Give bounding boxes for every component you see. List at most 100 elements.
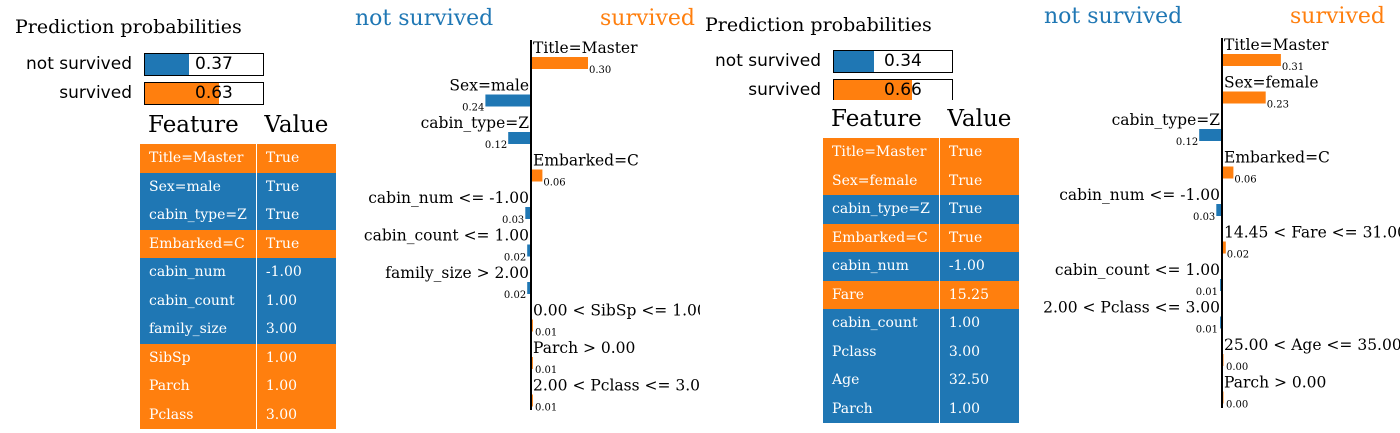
value-label: 0.31 <box>1282 62 1304 73</box>
value-cell: True <box>938 223 1020 252</box>
feature-cell: Sex=male <box>149 178 221 195</box>
feature-header: Feature <box>140 106 257 144</box>
feature-value-table: Feature Value Title=Master True Sex=female… <box>823 100 1020 423</box>
value-label: 0.01 <box>535 328 557 339</box>
feature-cell: Fare <box>832 286 865 303</box>
value-label: 0.00 <box>1226 362 1248 373</box>
bar <box>525 207 531 219</box>
feature-label: Parch > 0.00 <box>1224 374 1326 392</box>
prob-label: not survived <box>26 54 132 74</box>
feature-cell: Pclass <box>832 343 877 360</box>
prediction-panel-2: Prediction probabilities not survived 0.… <box>700 0 1400 433</box>
bar <box>1216 204 1222 216</box>
bar <box>1222 91 1266 104</box>
prob-bar <box>834 51 875 72</box>
value-cell: -1.00 <box>938 252 1020 281</box>
table-row: cabin_count 1.00 <box>140 286 337 315</box>
value-label: 0.01 <box>1196 287 1218 298</box>
value-cell: True <box>255 201 337 230</box>
bar <box>1222 166 1234 179</box>
value-label: 0.02 <box>504 253 526 264</box>
table-body: Title=Master True Sex=male True cabin_type=Z… <box>140 144 337 429</box>
feature-cell: Pclass <box>149 406 194 423</box>
bar <box>508 132 531 144</box>
table-row: SibSp 1.00 <box>140 343 337 372</box>
survived-heading: survived <box>1290 4 1385 29</box>
explanation-chart-1: Title=Master 0.30 Sex=male 0.24cabin_type=Z… <box>364 39 700 414</box>
feature-label: 25.00 < Age <= 35.00 <box>1224 336 1400 354</box>
feature-header: Feature <box>823 100 940 138</box>
value-label: 0.03 <box>1193 212 1215 223</box>
table-row: Fare 15.25 <box>823 280 1020 309</box>
prediction-title: Prediction probabilities <box>15 16 242 38</box>
bar <box>531 169 543 182</box>
value-label: 0.00 <box>1226 400 1248 411</box>
value-label: 0.01 <box>535 403 557 414</box>
feature-cell: cabin_num <box>832 258 909 275</box>
feature-cell: Parch <box>832 400 873 417</box>
value-cell: 15.25 <box>938 280 1020 309</box>
feature-label: 0.00 < SibSp <= 1.00 <box>533 302 700 320</box>
feature-cell: Embarked=C <box>832 229 928 246</box>
bar <box>1199 129 1222 141</box>
value-label: 0.01 <box>535 365 557 376</box>
value-label: 0.12 <box>1176 137 1198 148</box>
table-row: cabin_type=Z True <box>823 195 1020 224</box>
table-row: Title=Master True <box>823 138 1020 167</box>
prob-bar <box>834 80 912 101</box>
value-cell: True <box>255 172 337 201</box>
feature-cell: cabin_type=Z <box>832 201 930 218</box>
feature-label: cabin_count <= 1.00 <box>1055 261 1220 279</box>
value-cell: True <box>938 166 1020 195</box>
value-cell: True <box>255 229 337 258</box>
prob-value: 0.34 <box>884 51 922 71</box>
feature-label: cabin_num <= -1.00 <box>368 189 529 207</box>
feature-label: Parch > 0.00 <box>533 339 635 357</box>
value-cell: -1.00 <box>255 258 337 287</box>
feature-cell: Sex=female <box>832 172 918 189</box>
bar <box>527 244 531 257</box>
value-label: 0.12 <box>485 140 507 151</box>
value-label: 0.01 <box>1196 325 1218 336</box>
value-header: Value <box>256 106 337 144</box>
bar <box>527 282 531 294</box>
feature-label: 14.45 < Fare <= 31.00 <box>1224 224 1400 242</box>
prediction-title: Prediction probabilities <box>705 14 932 36</box>
value-cell: True <box>938 138 1020 167</box>
value-cell: 1.00 <box>255 372 337 401</box>
value-label: 0.06 <box>543 178 565 189</box>
value-label: 0.03 <box>502 215 524 226</box>
value-cell: True <box>255 144 337 173</box>
feature-cell: cabin_type=Z <box>149 207 247 224</box>
table-row: Parch 1.00 <box>823 394 1020 423</box>
feature-cell: Embarked=C <box>149 235 245 252</box>
value-label: 0.02 <box>504 290 526 301</box>
value-header: Value <box>939 100 1020 138</box>
feature-label: Embarked=C <box>1224 149 1330 167</box>
feature-label: Embarked=C <box>533 152 639 170</box>
prob-bar <box>145 83 220 104</box>
table-row: cabin_num -1.00 <box>823 252 1020 281</box>
table-row: Sex=female True <box>823 166 1020 195</box>
table-body: Title=Master True Sex=female True cabin_type… <box>823 138 1020 423</box>
bar <box>485 94 531 107</box>
feature-label: cabin_type=Z <box>1112 111 1221 129</box>
table-row: Embarked=C True <box>140 229 337 258</box>
bar <box>1222 54 1281 66</box>
value-label: 0.06 <box>1234 175 1256 186</box>
value-label: 0.24 <box>462 103 484 114</box>
value-cell: 1.00 <box>255 286 337 315</box>
prob-value: 0.63 <box>195 83 233 103</box>
value-cell: 3.00 <box>255 315 337 344</box>
feature-cell: cabin_count <box>832 315 918 332</box>
table-row: family_size 3.00 <box>140 315 337 344</box>
prob-bar <box>145 54 189 75</box>
value-cell: 3.00 <box>255 400 337 429</box>
table-row: Parch 1.00 <box>140 372 337 401</box>
feature-cell: Title=Master <box>832 144 927 161</box>
feature-label: family_size > 2.00 <box>385 264 529 282</box>
value-cell: 3.00 <box>938 337 1020 366</box>
feature-cell: Age <box>832 372 860 389</box>
feature-label: cabin_type=Z <box>421 114 530 132</box>
